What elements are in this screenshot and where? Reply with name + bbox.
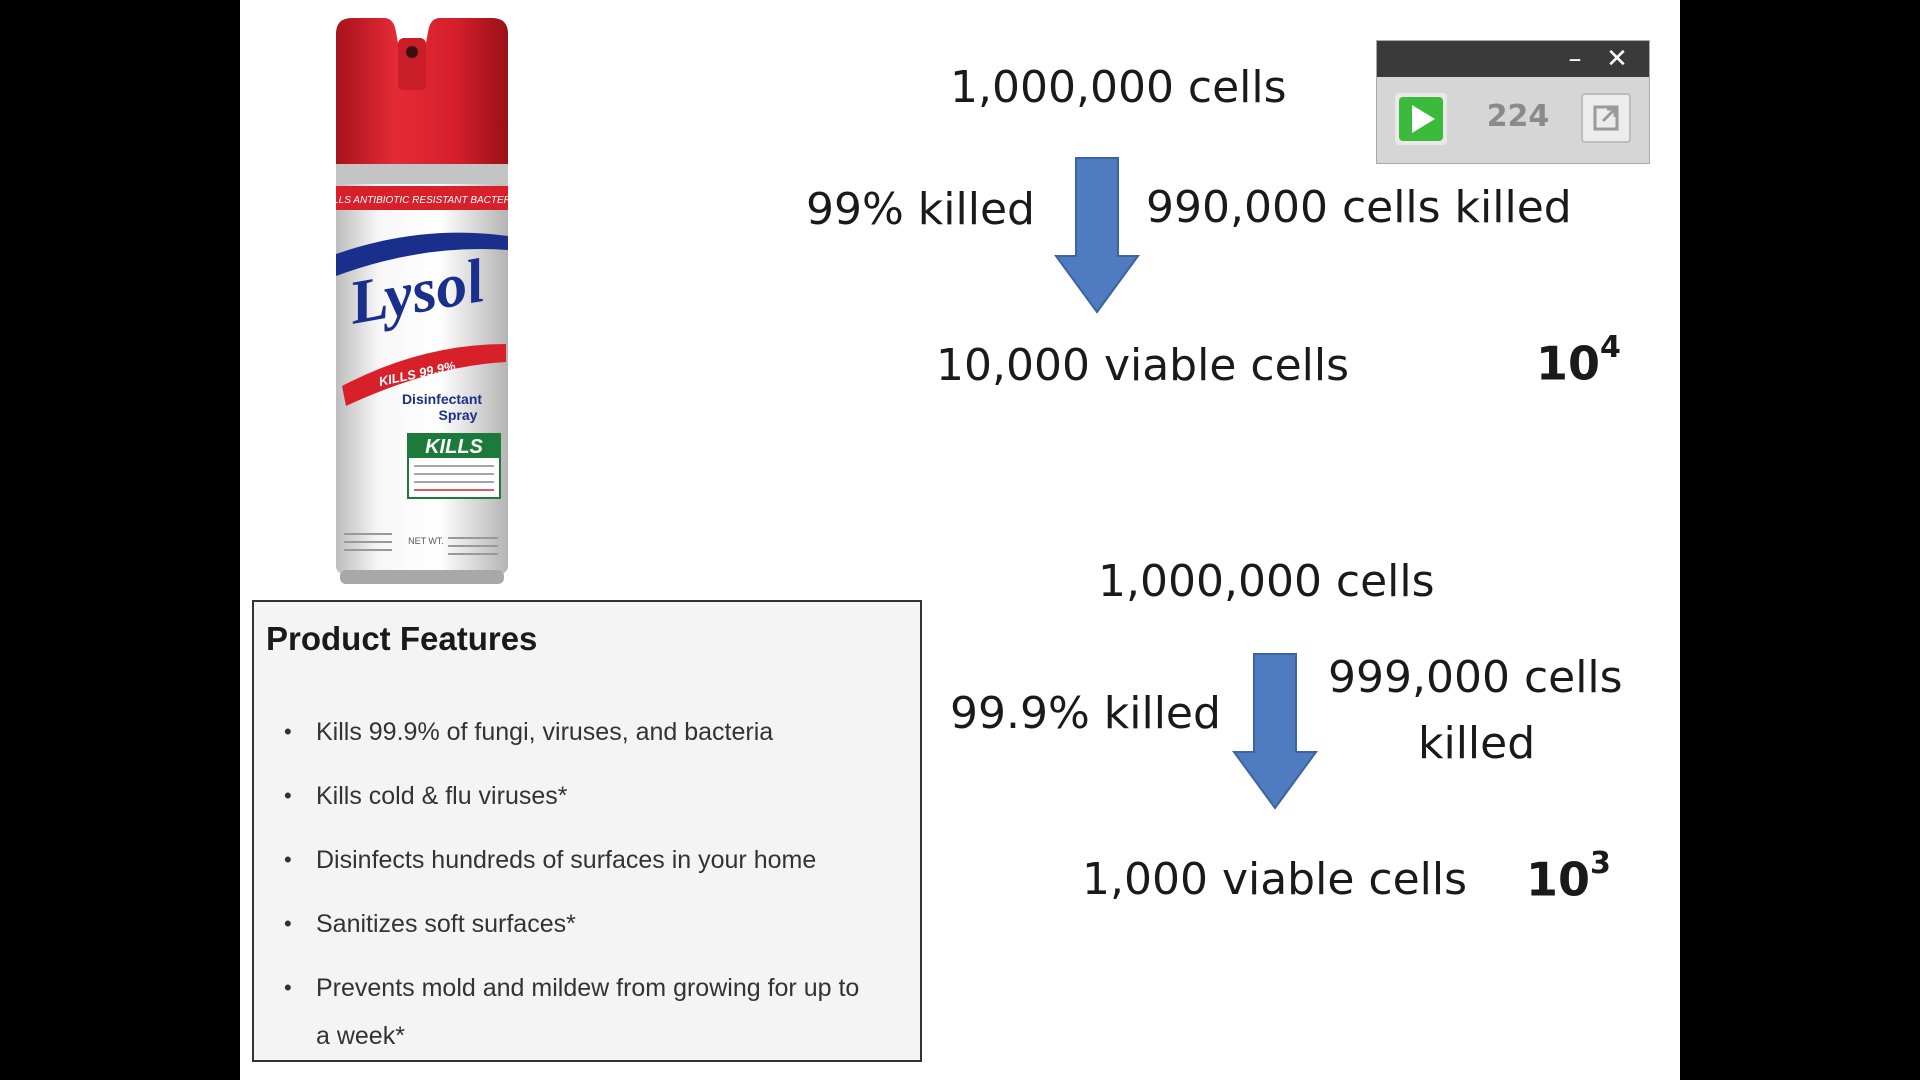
play-button[interactable] bbox=[1395, 93, 1447, 145]
can-product-name-2: Spray bbox=[439, 407, 478, 423]
minimize-icon[interactable]: – bbox=[1568, 44, 1582, 74]
example1-kill-rate: 99% killed bbox=[806, 184, 1035, 235]
features-title: Product Features bbox=[266, 620, 538, 657]
close-icon[interactable]: ✕ bbox=[1606, 44, 1628, 74]
expand-icon bbox=[1593, 105, 1619, 131]
play-icon bbox=[1399, 97, 1443, 141]
exp-power: 4 bbox=[1600, 330, 1621, 365]
example1-killed: 990,000 cells killed bbox=[1146, 182, 1572, 233]
list-item: • Disinfects hundreds of surfaces in your… bbox=[284, 846, 817, 874]
exp-power: 3 bbox=[1590, 846, 1611, 881]
can-net-wt: NET WT. bbox=[408, 536, 444, 546]
example2-killed-line2: killed bbox=[1418, 718, 1536, 769]
example1-viable: 10,000 viable cells bbox=[936, 340, 1350, 391]
feature-text: Kills 99.9% of fungi, viruses, and bacte… bbox=[316, 718, 774, 746]
feature-text: Prevents mold and mildew from growing fo… bbox=[316, 974, 860, 1050]
feature-text: Disinfects hundreds of surfaces in your … bbox=[316, 846, 817, 874]
slide: KILLS ANTIBIOTIC RESISTANT BACTERIA Lyso… bbox=[240, 0, 1680, 1080]
exp-base: 10 bbox=[1536, 336, 1601, 391]
down-arrow-icon bbox=[1232, 653, 1318, 810]
can-band-text: KILLS ANTIBIOTIC RESISTANT BACTERIA bbox=[324, 195, 521, 206]
exp-base: 10 bbox=[1526, 852, 1591, 907]
features-list: • Kills 99.9% of fungi, viruses, and bact… bbox=[254, 708, 914, 1076]
lysol-can-illustration: KILLS ANTIBIOTIC RESISTANT BACTERIA Lyso… bbox=[324, 18, 521, 584]
feature-text: Kills cold & flu viruses* bbox=[316, 782, 568, 810]
mini-player-widget: – ✕ 224 bbox=[1376, 40, 1650, 164]
example2-scientific: 103 bbox=[1526, 846, 1611, 907]
can-product-name-1: Disinfectant bbox=[402, 391, 482, 407]
feature-text: Sanitizes soft surfaces* bbox=[316, 910, 576, 938]
expand-button[interactable] bbox=[1581, 93, 1631, 143]
example2-viable: 1,000 viable cells bbox=[1082, 854, 1468, 905]
list-item: • Kills cold & flu viruses* bbox=[284, 782, 568, 810]
example1-scientific: 104 bbox=[1536, 330, 1621, 391]
counter-value: 224 bbox=[1486, 99, 1550, 134]
list-item: • Sanitizes soft surfaces* bbox=[284, 910, 576, 938]
product-image: KILLS ANTIBIOTIC RESISTANT BACTERIA Lyso… bbox=[322, 14, 522, 594]
can-kills-label: KILLS bbox=[425, 436, 483, 458]
list-item: • Kills 99.9% of fungi, viruses, and bact… bbox=[284, 718, 774, 746]
down-arrow-icon bbox=[1054, 157, 1140, 314]
list-item: • Prevents mold and mildew from growing f… bbox=[284, 974, 860, 1050]
mini-player-titlebar[interactable]: – ✕ bbox=[1377, 41, 1649, 77]
example2-start: 1,000,000 cells bbox=[1098, 556, 1435, 607]
example1-start: 1,000,000 cells bbox=[950, 62, 1287, 113]
example2-kill-rate: 99.9% killed bbox=[950, 688, 1221, 739]
example2-killed-line1: 999,000 cells bbox=[1328, 652, 1623, 703]
product-features-box: Product Features • Kills 99.9% of fungi, … bbox=[252, 600, 922, 1062]
